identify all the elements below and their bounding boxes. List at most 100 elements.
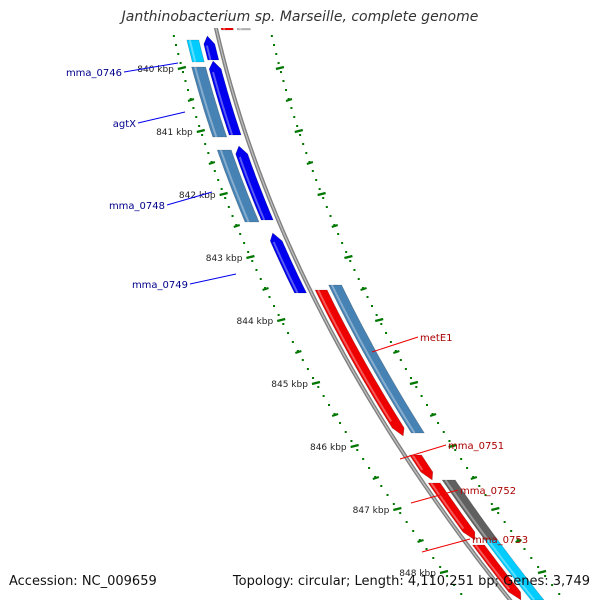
- tick-row-right: [293, 116, 296, 118]
- minor-tick-left: [208, 161, 216, 165]
- feature-mma_0748-cds: [216, 149, 260, 223]
- major-tick-right: [294, 128, 304, 134]
- minor-tick-left: [331, 413, 339, 417]
- tick-row-left: [177, 53, 180, 55]
- tick-row-left: [322, 395, 325, 397]
- tick-row-right: [371, 305, 374, 307]
- backbone-highlight: [215, 28, 511, 600]
- tick-row-right: [478, 485, 481, 487]
- feature-metE1-gene: [314, 289, 405, 437]
- tick-row-left: [235, 224, 238, 226]
- tick-row-left: [291, 341, 294, 343]
- feature-upstream-other-highlight: [239, 28, 242, 31]
- gene-label-mma_0748: mma_0748: [109, 201, 165, 212]
- major-tick-left: [246, 254, 255, 260]
- tick-row-left: [259, 278, 262, 280]
- gene-label-mma_0753: mma_0753: [472, 535, 528, 546]
- tick-row-right: [337, 233, 340, 235]
- tick-row-left: [418, 539, 421, 541]
- tick-row-left: [231, 215, 234, 217]
- tick-row-left: [198, 125, 201, 127]
- minor-tick-right: [285, 98, 293, 102]
- tick-row-left: [460, 593, 463, 595]
- leader-line-mma_0748: [166, 191, 213, 206]
- major-tick-left: [196, 128, 206, 134]
- tick-row-right: [442, 431, 445, 433]
- major-tick-right: [491, 506, 500, 512]
- feature-metE1-cds-highlight: [331, 284, 416, 434]
- tick-row-left: [287, 332, 290, 334]
- feature-mma_0753-rna: [484, 539, 545, 600]
- gene-label-mma_0746: mma_0746: [66, 68, 122, 79]
- tick-row-right: [277, 62, 280, 64]
- tick-row-left: [264, 287, 267, 289]
- feature-mma_0746-cds: [186, 39, 205, 63]
- minor-tick-left: [187, 98, 195, 102]
- gene-label-agtX: agtX: [113, 119, 136, 130]
- tick-row-left: [195, 116, 198, 118]
- tick-row-left: [344, 431, 347, 433]
- major-tick-right: [275, 65, 285, 71]
- tick-row-left: [239, 233, 242, 235]
- major-tick-left: [219, 191, 228, 197]
- tick-row-right: [341, 242, 344, 244]
- feature-mma_0748-gene-highlight: [238, 156, 266, 221]
- minor-tick-left: [262, 287, 269, 291]
- minor-tick-right: [331, 224, 339, 228]
- feature-mma_0746-gene-highlight: [205, 45, 212, 61]
- tick-row-left: [189, 98, 192, 100]
- scale-tick-label: 848 kbp: [399, 569, 436, 579]
- tick-row-right: [431, 413, 434, 415]
- accession-label: Accession: NC_009659: [9, 574, 157, 589]
- tick-row-right: [353, 269, 356, 271]
- feature-metE1-gene-highlight: [317, 289, 392, 422]
- minor-tick-right: [360, 287, 367, 291]
- tick-row-right: [497, 512, 500, 514]
- feature-mma_0746-gene: [203, 35, 220, 61]
- tick-row-right: [466, 467, 469, 469]
- major-tick-right: [317, 191, 326, 197]
- tick-row-right: [322, 197, 325, 199]
- tick-row-right: [490, 503, 493, 505]
- tick-row-left: [213, 170, 216, 172]
- scale-tick-label: 840 kbp: [137, 65, 174, 75]
- tick-row-right: [311, 170, 314, 172]
- major-tick-right: [374, 317, 384, 323]
- tick-row-left: [350, 440, 353, 442]
- scale-tick-label: 844 kbp: [237, 317, 274, 327]
- map-title: Janthinobacterium sp. Marseille, complet…: [121, 9, 479, 25]
- tick-row-left: [247, 251, 250, 253]
- tick-row-right: [275, 53, 278, 55]
- tick-row-right: [516, 539, 519, 541]
- leader-line-mma_0746: [123, 62, 179, 73]
- tick-row-left: [296, 350, 299, 352]
- gene-label-metE1: metE1: [420, 333, 453, 344]
- tick-row-right: [380, 323, 383, 325]
- feature-upstream-other: [236, 28, 251, 31]
- tick-row-left: [374, 476, 377, 478]
- tick-row-right: [270, 35, 273, 37]
- tick-row-left: [201, 134, 204, 136]
- tick-row-right: [394, 350, 397, 352]
- major-tick-right: [409, 380, 419, 386]
- feature-mma_0746-cds-highlight: [188, 39, 197, 63]
- tick-row-left: [187, 89, 190, 91]
- tick-row-right: [349, 260, 352, 262]
- tick-row-left: [317, 386, 320, 388]
- tick-row-left: [301, 359, 304, 361]
- feature-mma_0752-gene: [427, 482, 476, 541]
- tick-row-left: [412, 530, 415, 532]
- scale-tick-label: 846 kbp: [310, 443, 347, 453]
- tick-row-right: [305, 152, 308, 154]
- tick-row-right: [437, 422, 440, 424]
- feature-mma_0749-gene-highlight: [272, 241, 299, 294]
- feature-agtX-gene-highlight: [212, 71, 234, 136]
- tick-row-right: [315, 179, 318, 181]
- feature-mma_0753-gene: [471, 544, 522, 600]
- tick-row-left: [312, 377, 315, 379]
- tick-row-left: [392, 503, 395, 505]
- tick-row-right: [472, 476, 475, 478]
- gene-label-mma_0749: mma_0749: [132, 280, 188, 291]
- tick-row-right: [279, 71, 282, 73]
- feature-mma_0753-rna-highlight: [487, 539, 536, 600]
